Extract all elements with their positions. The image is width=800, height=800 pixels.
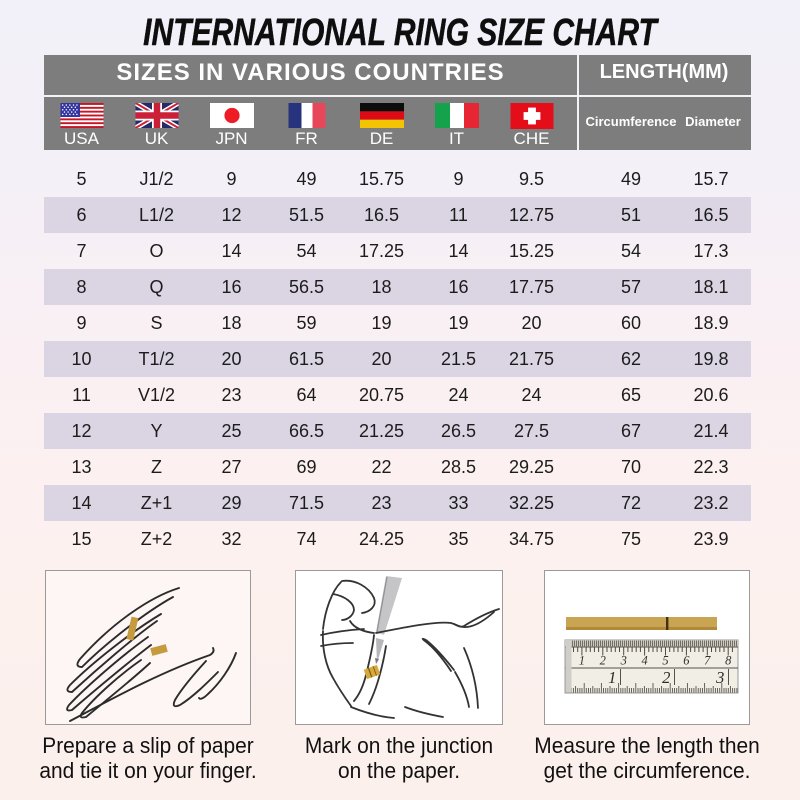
svg-text:1: 1 [608,668,616,687]
svg-text:5: 5 [662,654,668,668]
svg-text:3: 3 [715,668,724,687]
svg-text:2: 2 [662,668,670,687]
svg-text:4: 4 [641,654,647,668]
svg-text:2: 2 [600,654,606,668]
svg-text:1: 1 [579,654,585,668]
svg-text:7: 7 [704,654,711,668]
svg-text:6: 6 [683,654,690,668]
svg-text:8: 8 [725,654,732,668]
svg-text:3: 3 [620,654,627,668]
